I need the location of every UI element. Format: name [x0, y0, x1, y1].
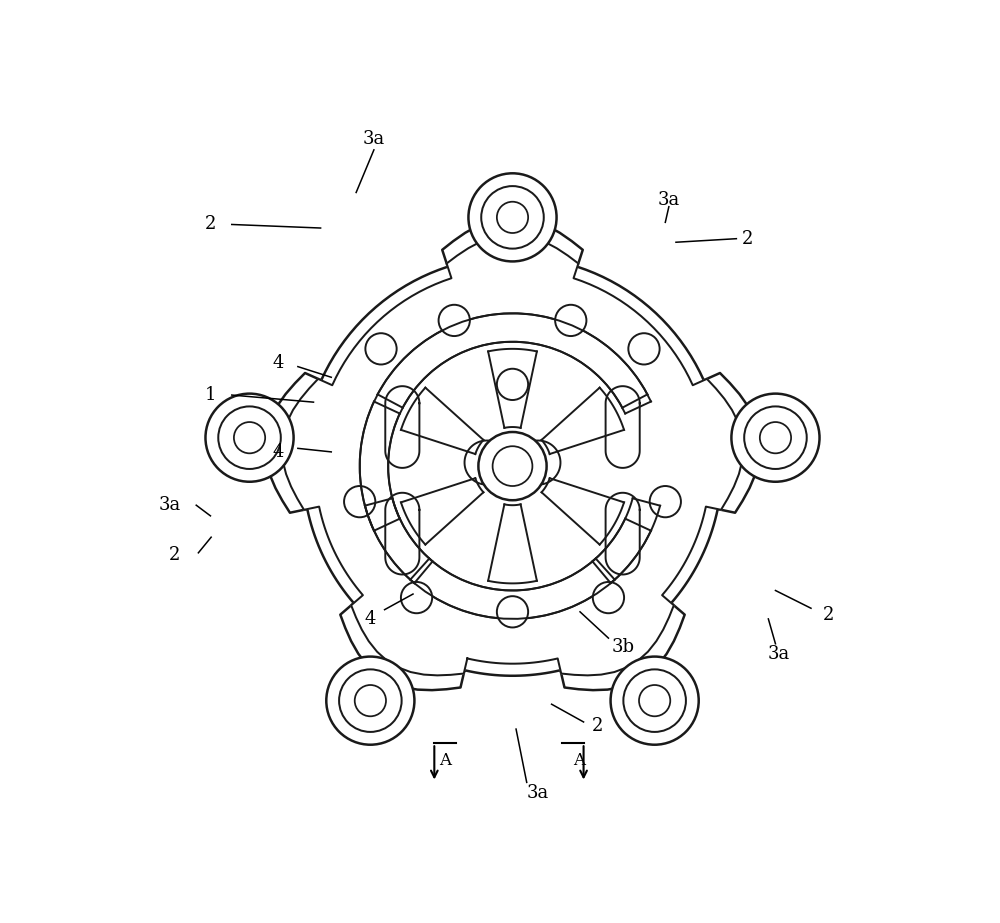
Polygon shape — [410, 558, 615, 619]
Polygon shape — [385, 386, 419, 468]
Circle shape — [481, 186, 544, 248]
Circle shape — [493, 446, 532, 486]
Circle shape — [611, 656, 699, 745]
Circle shape — [205, 393, 294, 482]
Text: 2: 2 — [169, 545, 181, 564]
Circle shape — [628, 333, 660, 365]
Text: 4: 4 — [272, 354, 284, 372]
Polygon shape — [465, 440, 560, 485]
Text: 1: 1 — [205, 386, 216, 404]
Text: 3b: 3b — [611, 639, 634, 656]
Circle shape — [365, 333, 397, 365]
Text: 3a: 3a — [768, 645, 790, 664]
Polygon shape — [542, 478, 624, 545]
Circle shape — [468, 174, 557, 261]
Text: 3a: 3a — [658, 190, 680, 209]
Polygon shape — [592, 498, 660, 583]
Polygon shape — [606, 386, 640, 468]
Circle shape — [218, 406, 281, 469]
Circle shape — [593, 582, 624, 613]
Polygon shape — [385, 493, 419, 574]
Text: 2: 2 — [741, 230, 753, 247]
Polygon shape — [488, 504, 537, 583]
Text: A: A — [439, 751, 451, 769]
Text: 4: 4 — [272, 443, 284, 461]
Polygon shape — [378, 313, 647, 408]
Circle shape — [497, 202, 528, 233]
Polygon shape — [606, 493, 640, 574]
Text: 3a: 3a — [363, 130, 385, 149]
Circle shape — [497, 369, 528, 400]
Circle shape — [234, 422, 265, 453]
Polygon shape — [401, 478, 483, 545]
Circle shape — [339, 669, 402, 732]
Circle shape — [639, 685, 670, 716]
Circle shape — [650, 486, 681, 517]
Polygon shape — [360, 402, 400, 531]
Circle shape — [401, 582, 432, 613]
Polygon shape — [282, 234, 743, 676]
Text: 4: 4 — [365, 610, 376, 628]
Circle shape — [623, 669, 686, 732]
Circle shape — [326, 656, 414, 745]
Circle shape — [344, 486, 375, 517]
Text: 2: 2 — [823, 606, 834, 624]
Circle shape — [497, 596, 528, 628]
Circle shape — [439, 305, 470, 336]
Polygon shape — [265, 218, 760, 690]
Circle shape — [744, 406, 807, 469]
Circle shape — [555, 305, 586, 336]
Polygon shape — [542, 388, 624, 454]
Polygon shape — [488, 349, 537, 428]
Circle shape — [355, 685, 386, 716]
Polygon shape — [365, 498, 433, 583]
Text: 2: 2 — [205, 215, 216, 234]
Circle shape — [731, 393, 820, 482]
Circle shape — [478, 432, 547, 500]
Text: 2: 2 — [592, 716, 603, 735]
Polygon shape — [401, 388, 483, 454]
Circle shape — [760, 422, 791, 453]
Text: 3a: 3a — [159, 497, 181, 514]
Text: A: A — [573, 751, 585, 769]
Polygon shape — [360, 314, 651, 618]
Text: 3a: 3a — [526, 784, 548, 802]
